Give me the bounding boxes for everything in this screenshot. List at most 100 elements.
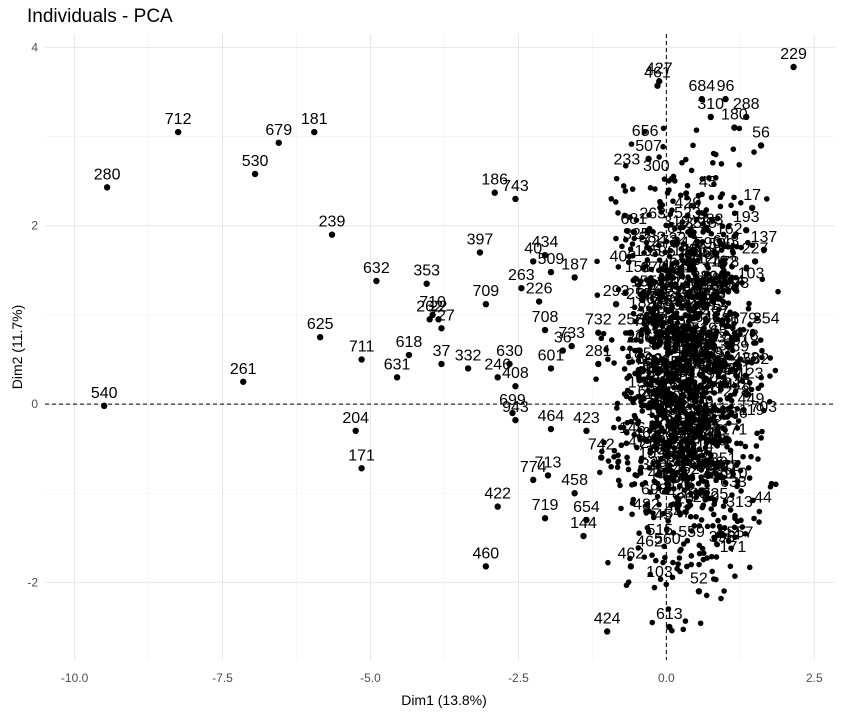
cluster-label: 555 bbox=[684, 416, 711, 433]
cluster-point bbox=[718, 161, 725, 167]
cluster-label: 493 bbox=[655, 297, 682, 314]
cluster-point bbox=[723, 330, 730, 336]
point-label-36: 36 bbox=[554, 330, 572, 347]
point-label-684: 684 bbox=[689, 78, 716, 95]
cluster-label: 203 bbox=[645, 296, 672, 313]
cluster-point bbox=[665, 485, 672, 491]
cluster-point bbox=[656, 257, 663, 263]
cluster-label: 275 bbox=[651, 396, 678, 413]
cluster-point bbox=[694, 353, 700, 359]
point-label-630: 630 bbox=[496, 343, 523, 360]
cluster-label: 36 bbox=[710, 278, 728, 295]
cluster-point bbox=[689, 327, 695, 333]
cluster-point bbox=[698, 467, 705, 473]
cluster-point bbox=[662, 407, 669, 414]
cluster-label: 523 bbox=[674, 205, 701, 222]
cluster-point bbox=[775, 288, 781, 295]
cluster-point bbox=[660, 285, 667, 291]
cluster-point bbox=[687, 439, 694, 446]
point-label-186: 186 bbox=[481, 172, 508, 189]
cluster-point bbox=[655, 463, 661, 470]
cluster-point bbox=[641, 321, 648, 327]
cluster-label: 65 bbox=[663, 470, 681, 487]
cluster-point bbox=[676, 555, 683, 561]
cluster-label: 629 bbox=[667, 422, 694, 439]
cluster-label: 367 bbox=[662, 322, 689, 339]
point-460 bbox=[482, 563, 490, 570]
point-label-679: 679 bbox=[265, 122, 292, 139]
cluster-point bbox=[734, 406, 741, 412]
cluster-point bbox=[678, 253, 685, 259]
cluster-label: 71 bbox=[730, 422, 748, 439]
cluster-label: 706 bbox=[633, 313, 660, 330]
cluster-point bbox=[638, 455, 645, 462]
cluster-point bbox=[629, 482, 635, 488]
point-263 bbox=[518, 284, 525, 292]
cluster-point bbox=[684, 537, 691, 544]
cluster-point bbox=[721, 588, 727, 594]
cluster-point bbox=[724, 340, 730, 346]
cluster-point bbox=[773, 481, 779, 488]
cluster-point bbox=[647, 489, 654, 495]
point-label-261: 261 bbox=[230, 361, 257, 378]
point-96 bbox=[722, 95, 729, 103]
cluster-label: 33 bbox=[732, 372, 750, 389]
cluster-label: 448 bbox=[686, 334, 713, 351]
point-630 bbox=[506, 360, 513, 368]
point-label-280: 280 bbox=[94, 166, 121, 183]
cluster-label: 733 bbox=[664, 395, 691, 412]
cluster-point bbox=[746, 300, 752, 307]
cluster-point bbox=[717, 397, 723, 403]
cluster-label: 447 bbox=[672, 422, 699, 439]
point-632 bbox=[373, 277, 380, 285]
cluster-point bbox=[772, 367, 779, 374]
cluster-point bbox=[670, 530, 677, 536]
cluster-point bbox=[659, 386, 666, 393]
cluster-point bbox=[625, 353, 631, 360]
cluster-point bbox=[752, 340, 759, 346]
point-label-96: 96 bbox=[717, 78, 735, 95]
cluster-point bbox=[713, 576, 719, 583]
cluster-point bbox=[666, 253, 673, 260]
cluster-point bbox=[718, 386, 724, 393]
cluster-point bbox=[674, 240, 680, 247]
point-label-462: 462 bbox=[617, 545, 644, 562]
cluster-point bbox=[647, 450, 653, 456]
cluster-label: 590 bbox=[695, 235, 722, 252]
cluster-label: 66 bbox=[665, 359, 683, 376]
cluster-point bbox=[670, 198, 676, 204]
cluster-point bbox=[615, 458, 622, 465]
cluster-point bbox=[656, 429, 662, 436]
cluster-point bbox=[635, 282, 642, 288]
cluster-point bbox=[599, 448, 605, 455]
cluster-point bbox=[626, 359, 633, 366]
cluster-label: 278 bbox=[723, 383, 750, 400]
cluster-point bbox=[673, 494, 680, 501]
point-label-743: 743 bbox=[502, 178, 529, 195]
cluster-point bbox=[670, 432, 676, 438]
cluster-point bbox=[767, 373, 773, 379]
cluster-point bbox=[754, 430, 760, 437]
cluster-point bbox=[657, 204, 663, 211]
cluster-point bbox=[685, 423, 692, 430]
cluster-label: 462 bbox=[636, 533, 663, 550]
point-464 bbox=[547, 425, 555, 433]
cluster-point bbox=[615, 210, 621, 216]
cluster-point bbox=[622, 163, 629, 169]
cluster-point bbox=[615, 264, 622, 270]
cluster-point bbox=[740, 453, 746, 460]
cluster-point bbox=[649, 412, 655, 418]
cluster-point bbox=[725, 538, 732, 544]
cluster-point bbox=[719, 223, 726, 230]
cluster-point bbox=[608, 196, 615, 202]
cluster-point bbox=[615, 286, 622, 293]
cluster-point bbox=[613, 175, 620, 182]
cluster-label: 695 bbox=[698, 344, 725, 361]
cluster-point bbox=[624, 387, 631, 394]
cluster-point bbox=[618, 442, 625, 449]
cluster-point bbox=[630, 310, 637, 317]
cluster-point bbox=[724, 395, 731, 402]
cluster-point bbox=[727, 447, 734, 454]
cluster-label: 500 bbox=[708, 236, 735, 253]
point-293 bbox=[612, 300, 620, 308]
